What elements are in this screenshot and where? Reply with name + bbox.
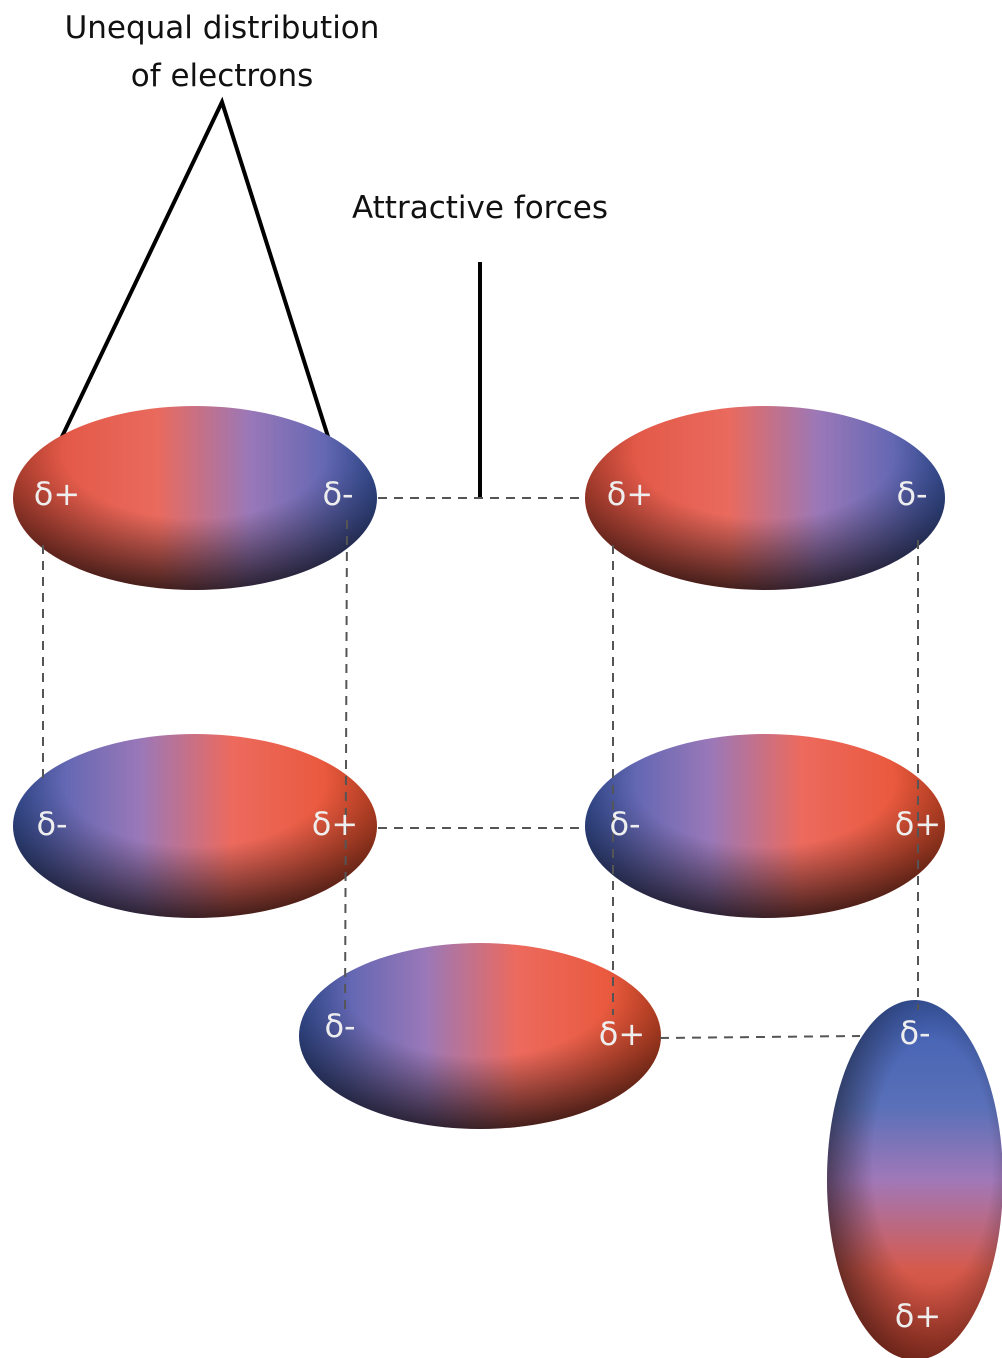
shading — [299, 943, 661, 1129]
shading — [827, 1000, 1002, 1358]
dashed-line — [344, 519, 348, 1016]
pole-label: δ+ — [895, 805, 941, 843]
annotations: Unequal distribution of electrons Attrac… — [46, 10, 608, 497]
pole-label: δ+ — [895, 1297, 941, 1335]
molecules — [13, 406, 1002, 1358]
pole-label: δ- — [896, 475, 927, 513]
label: Attractive forces — [352, 190, 608, 226]
shading — [585, 406, 945, 590]
pole-label: δ- — [36, 805, 67, 843]
shading — [13, 734, 377, 918]
shading — [13, 406, 377, 590]
pole-label: δ- — [609, 805, 640, 843]
label: Unequal distribution — [65, 10, 380, 46]
shading — [585, 734, 945, 918]
pole-label: δ- — [899, 1014, 930, 1052]
leader-line — [46, 96, 345, 485]
dashed-line — [659, 1035, 861, 1039]
pole-label: δ+ — [599, 1015, 645, 1053]
pole-label: δ+ — [312, 805, 358, 843]
pole-label: δ- — [324, 1007, 355, 1045]
pole-label: δ- — [322, 475, 353, 513]
attractions — [42, 497, 919, 1039]
poles: δ+ δ- δ+ δ- δ- δ+ δ- δ+ δ- δ+ δ- δ+ — [34, 475, 941, 1335]
pole-label: δ+ — [607, 475, 653, 513]
pole-label: δ+ — [34, 475, 80, 513]
label: of electrons — [131, 58, 314, 94]
